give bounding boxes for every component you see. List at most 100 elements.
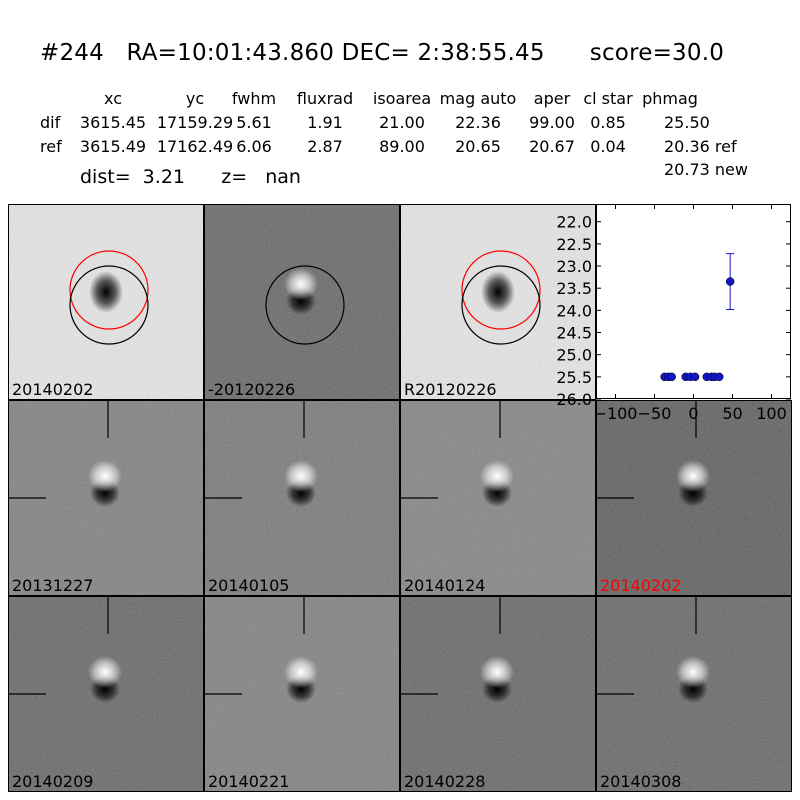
table-cell: 20.65 xyxy=(455,137,501,156)
dipole-bright xyxy=(676,656,710,688)
table-cell: 17162.49 xyxy=(156,137,234,156)
x-tick-label: 100 xyxy=(756,404,787,423)
data-point xyxy=(714,372,724,382)
x-tick-label: 0 xyxy=(688,404,698,423)
table-cell: 1.91 xyxy=(307,113,343,132)
column-header: fluxrad xyxy=(296,89,354,108)
y-tick-label: 26.0 xyxy=(556,390,592,409)
table-cell: 0.85 xyxy=(590,113,626,132)
dipole-bright xyxy=(480,460,514,492)
y-tick-label: 24.0 xyxy=(556,301,592,320)
row-name: dif xyxy=(40,113,61,132)
y-tick-label: 22.0 xyxy=(556,213,592,232)
ref-position-circle xyxy=(69,265,149,345)
row-name: ref xyxy=(40,137,62,156)
dipole-bright xyxy=(284,460,318,492)
light-curve-svg: 22.0 22.5 23.0 23.5 24.0 24.5 25.0 25.5 26.0−100… xyxy=(556,204,791,423)
table-cell: 21.00 xyxy=(379,113,425,132)
stamp-frame xyxy=(204,596,400,792)
stamp-date-label: 20140228 xyxy=(404,772,486,791)
stamp-frame xyxy=(400,204,596,400)
stamp-date-label: 20140221 xyxy=(208,772,290,791)
ref-position-circle xyxy=(265,265,345,345)
dist-z-line: dist= 3.21 z= nan xyxy=(80,166,301,188)
reference-stamp: -20120226 xyxy=(204,204,399,399)
stamp-date-label: 20131227 xyxy=(12,576,94,595)
stamp-date-label: -20120226 xyxy=(208,380,296,399)
y-tick-label: 24.5 xyxy=(556,324,592,343)
epoch-stamp: 20140202 xyxy=(596,400,791,595)
ref-position-circle xyxy=(461,265,541,345)
stamp-date-label: 20140124 xyxy=(404,576,486,595)
x-tick-label: −100 xyxy=(594,404,638,423)
x-tick-label: 50 xyxy=(722,404,742,423)
table-cell: 6.06 xyxy=(236,137,272,156)
plot-frame xyxy=(596,204,791,399)
table-cell: 99.00 xyxy=(529,113,575,132)
table-cell: 89.00 xyxy=(379,137,425,156)
stamp-frame xyxy=(400,596,596,792)
dipole-bright xyxy=(284,656,318,688)
source-blob xyxy=(481,271,515,313)
stamp-frame xyxy=(204,400,400,596)
dipole-bright xyxy=(676,460,710,492)
column-header: aper xyxy=(533,89,571,108)
dipole-bright xyxy=(88,460,122,492)
table-cell: 22.36 xyxy=(455,113,501,132)
reference-stamp: R20120226 xyxy=(400,204,595,399)
column-header: mag auto xyxy=(439,89,517,108)
stamp-frame xyxy=(204,204,400,400)
data-point xyxy=(725,277,735,286)
column-header: yc xyxy=(185,89,205,108)
table-cell: 20.67 xyxy=(529,137,575,156)
table-cell: 17159.29 xyxy=(156,113,234,132)
column-header: phmag xyxy=(642,89,698,108)
stamp-frame xyxy=(8,596,204,792)
data-point xyxy=(667,372,676,382)
table-cell: 0.04 xyxy=(590,137,626,156)
epoch-stamp: 20140209 xyxy=(8,596,203,791)
stamp-frame xyxy=(596,596,792,792)
y-tick-label: 23.0 xyxy=(556,257,592,276)
dipole-bright xyxy=(480,656,514,688)
table-cell: 25.50 xyxy=(664,113,710,132)
new-magnitude: 20.73 new xyxy=(664,160,748,179)
stamp-date-label: 20140308 xyxy=(600,772,682,791)
stamp-date-label: 20140105 xyxy=(208,576,290,595)
candidate-title: #244 RA=10:01:43.860 DEC= 2:38:55.45 sco… xyxy=(40,40,725,66)
epoch-stamp: 20140105 xyxy=(204,400,399,595)
column-header: cl star xyxy=(583,89,633,108)
y-tick-label: 22.5 xyxy=(556,235,592,254)
stamp-frame xyxy=(596,400,792,596)
table-cell: 5.61 xyxy=(236,113,272,132)
epoch-stamp: 20140308 xyxy=(596,596,791,791)
stamp-frame xyxy=(8,400,204,596)
source-blob xyxy=(89,271,123,313)
epoch-stamp: 20140221 xyxy=(204,596,399,791)
y-tick-label: 23.5 xyxy=(556,279,592,298)
epoch-stamp: 20140228 xyxy=(400,596,595,791)
light-curve-plot: 22.0 22.5 23.0 23.5 24.0 24.5 25.0 25.5 26.0 −100… xyxy=(556,204,791,423)
new-position-circle xyxy=(69,250,149,330)
table-cell: 3615.49 xyxy=(79,137,147,156)
reference-stamp: 20140202 xyxy=(8,204,203,399)
x-tick-label: −50 xyxy=(638,404,672,423)
y-tick-label: 25.5 xyxy=(556,368,592,387)
table-cell: 2.87 xyxy=(307,137,343,156)
table-cell: 20.36 ref xyxy=(664,137,737,156)
stamp-frame xyxy=(400,400,596,596)
epoch-stamp: 20140124 xyxy=(400,400,595,595)
column-header: isoarea xyxy=(372,89,432,108)
dipole-bright xyxy=(284,268,318,300)
column-header: xc xyxy=(104,89,122,108)
stamp-date-label: R20120226 xyxy=(404,380,497,399)
data-point xyxy=(690,372,700,382)
column-header: fwhm xyxy=(231,89,277,108)
epoch-stamp: 20131227 xyxy=(8,400,203,595)
stamp-date-label: 20140202 xyxy=(12,380,94,399)
table-cell: 3615.45 xyxy=(79,113,147,132)
stamp-date-label: 20140202 xyxy=(600,576,682,595)
stamp-frame xyxy=(8,204,204,400)
y-tick-label: 25.0 xyxy=(556,346,592,365)
new-position-circle xyxy=(461,250,541,330)
